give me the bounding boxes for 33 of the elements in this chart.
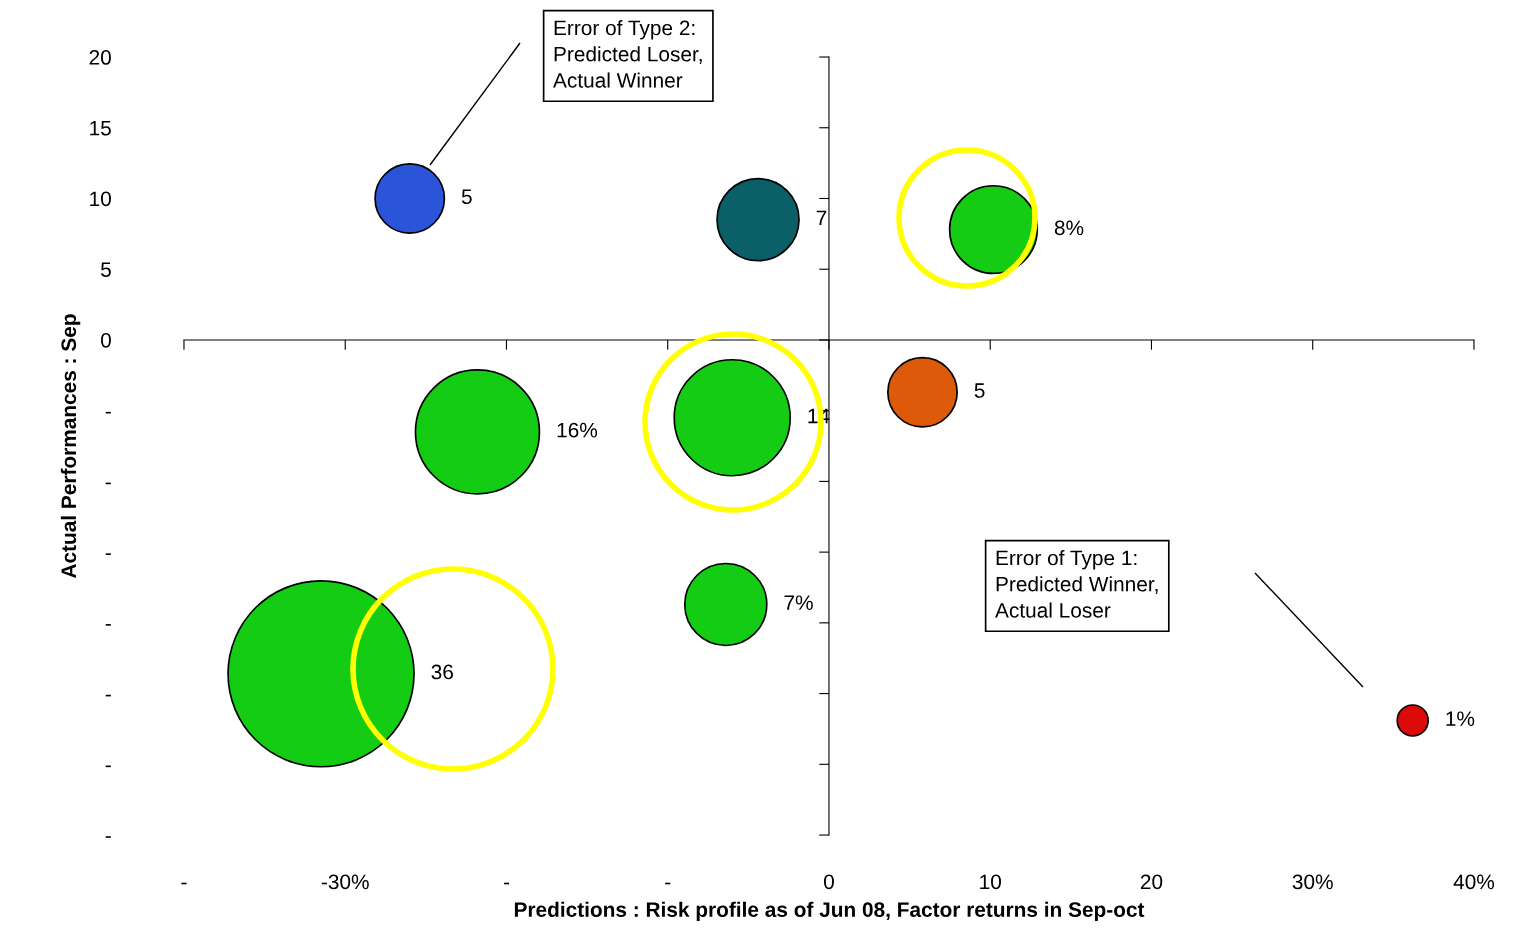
- y-tick-label: 10: [90, 191, 111, 207]
- x-tick-label: 40%: [1453, 874, 1495, 890]
- data-label: 16%: [557, 422, 598, 438]
- y-axis-title: Actual Performances : Sep: [60, 314, 81, 579]
- data-label: 36: [431, 664, 453, 680]
- y-tick-label: -: [105, 553, 111, 555]
- y-tick-label: 15: [90, 120, 111, 136]
- x-tick-label: -: [503, 882, 510, 885]
- y-tick-label: -: [105, 836, 111, 838]
- y-tick-label: -: [105, 765, 111, 768]
- x-tick-label: -: [181, 882, 187, 885]
- x-tick-label: 20: [1140, 874, 1163, 890]
- y-tick-label: 0: [100, 332, 111, 348]
- data-label: 8%: [1054, 220, 1084, 236]
- y-tick-label: 5: [101, 262, 111, 277]
- y-tick-label: -: [105, 694, 111, 697]
- y-tick-label: -: [105, 482, 111, 485]
- x-tick-label: 10: [980, 874, 1001, 890]
- annotation: Error of Type 1: Predicted Winner, Actual Loser: [995, 550, 1158, 618]
- x-axis-title: Predictions : Risk profile as of Jun 08, Factor returns in Sep-oct: [514, 901, 1145, 922]
- data-label: 7: [816, 210, 827, 226]
- annotation: Error of Type 2: Predicted Loser, Actual Winner: [553, 20, 702, 88]
- data-label: 1%: [1446, 711, 1475, 726]
- data-label: 7%: [784, 595, 813, 610]
- y-tick-label: -: [105, 624, 111, 626]
- x-tick-label: 30%: [1292, 874, 1333, 890]
- data-label: 5: [974, 383, 985, 398]
- data-label: 5: [461, 189, 472, 205]
- y-tick-label: 20: [89, 50, 111, 65]
- x-tick-label: 0: [823, 874, 834, 890]
- x-tick-label: -: [665, 882, 671, 885]
- x-tick-label: -30%: [321, 874, 369, 890]
- y-tick-label: -: [105, 411, 111, 414]
